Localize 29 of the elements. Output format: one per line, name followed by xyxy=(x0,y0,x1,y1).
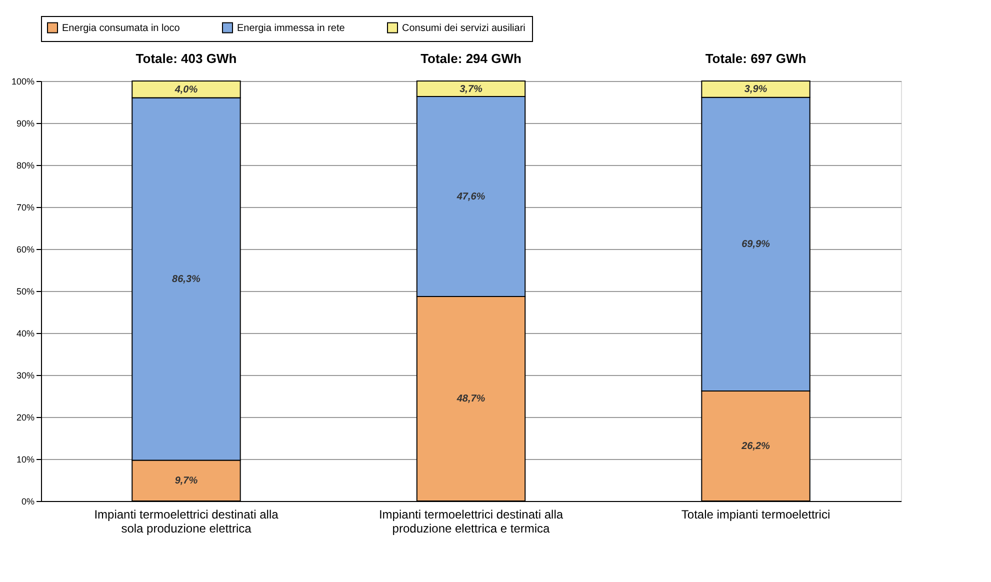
data-label: 48,7% xyxy=(456,394,486,405)
y-tick-label: 80% xyxy=(16,160,34,170)
data-label: 47,6% xyxy=(456,192,486,202)
data-label: 4,0% xyxy=(174,84,198,96)
y-tick-label: 20% xyxy=(16,412,34,422)
annotation: Totale: 403 GWh xyxy=(136,51,237,66)
y-tick-label: 60% xyxy=(16,244,34,254)
annotation: Totale: 697 GWh xyxy=(705,51,806,66)
y-tick-label: 10% xyxy=(16,454,34,464)
data-label: 3,7% xyxy=(460,84,483,95)
y-tick-label: 100% xyxy=(11,76,34,86)
data-label: 69,9% xyxy=(742,239,770,250)
data-label: 86,3% xyxy=(172,274,201,286)
y-tick-label: 30% xyxy=(16,370,34,380)
x-tick-label: Totale impianti termoelettrici xyxy=(681,508,830,522)
y-tick-label: 70% xyxy=(16,202,34,212)
legend-label: Energia consumata in loco xyxy=(62,22,180,34)
y-tick-label: 0% xyxy=(21,496,34,506)
data-label: 26,2% xyxy=(740,440,770,452)
annotation: Totale: 294 GWh xyxy=(420,51,522,66)
y-tick-label: 90% xyxy=(16,118,34,128)
y-tick-label: 40% xyxy=(16,328,34,338)
data-label: 9,7% xyxy=(174,476,198,487)
y-tick-label: 50% xyxy=(16,286,34,296)
legend-label: Energia immessa in rete xyxy=(237,22,346,34)
data-label: 3,9% xyxy=(744,84,768,96)
legend-label: Consumi dei servizi ausiliari xyxy=(402,22,526,34)
x-tick-label: Impianti termoelettrici destinati alla produzione elettrica e termica xyxy=(378,508,564,536)
x-tick-label: Impianti termoelettrici destinati alla sola produzione elettrica xyxy=(94,508,279,536)
